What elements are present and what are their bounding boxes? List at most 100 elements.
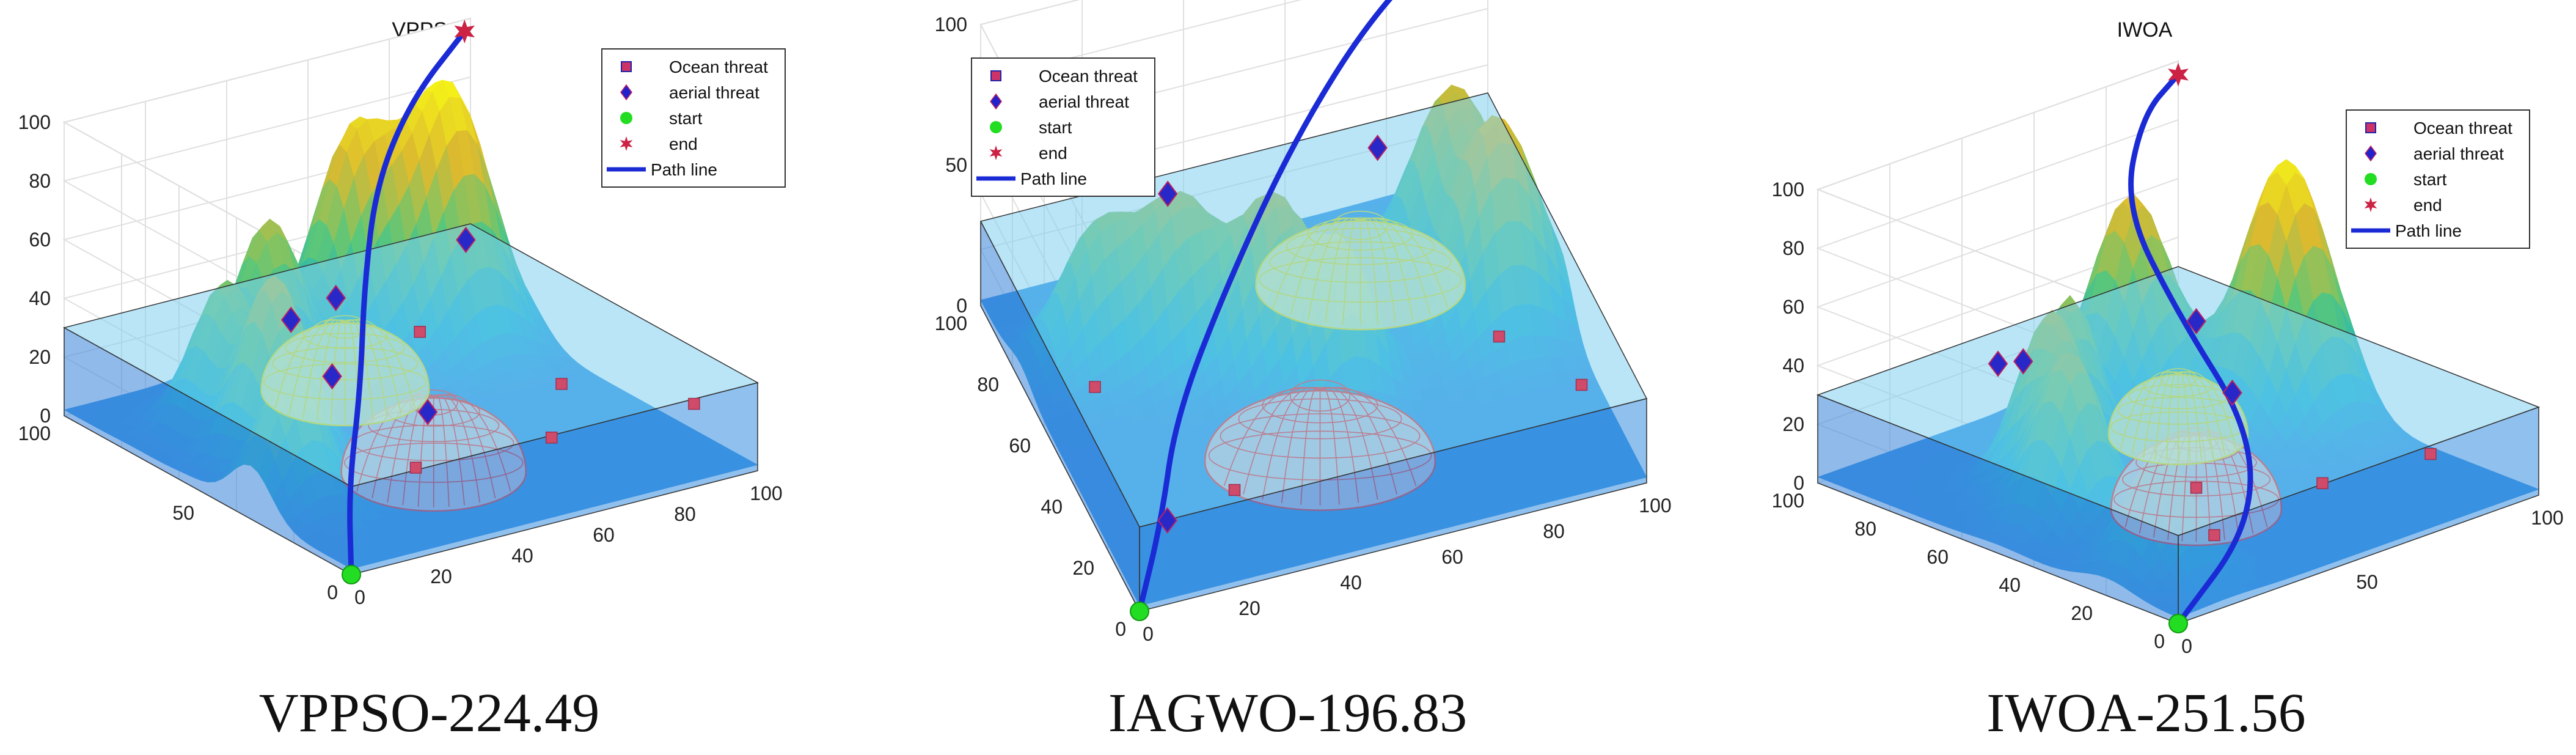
z-tick-label: 50 <box>945 154 967 176</box>
x-tick-label: 20 <box>430 565 452 587</box>
ocean-threat-legend-icon <box>990 70 1001 81</box>
x-tick-label: 50 <box>2356 571 2378 593</box>
z-tick-label: 80 <box>1782 237 1804 259</box>
ocean-threat-marker <box>2424 447 2437 460</box>
ocean-threat-marker <box>2316 477 2329 490</box>
start-legend-icon <box>2365 173 2377 185</box>
end-marker <box>2168 62 2189 87</box>
y-tick-label: 0 <box>327 581 338 603</box>
water-side <box>980 221 1140 612</box>
x-tick-label: 80 <box>674 503 696 525</box>
z-tick-label: 80 <box>29 170 51 192</box>
legend-label: Path line <box>2395 221 2462 240</box>
y-tick-label: 50 <box>172 502 194 524</box>
y-tick-label: 100 <box>935 312 967 334</box>
z-tick-label: 20 <box>1782 413 1804 435</box>
legend: Ocean threat aerial threat start end Path li… <box>2346 109 2530 249</box>
aerial-threat-legend-icon <box>990 93 1002 110</box>
start-marker <box>2168 614 2188 633</box>
y-tick-label: 20 <box>2071 602 2093 624</box>
aerial-threat-marker <box>2222 379 2242 407</box>
start-marker <box>1130 602 1149 621</box>
x-tick-label: 100 <box>2531 507 2563 529</box>
legend-label: Path line <box>651 160 717 179</box>
start-legend-icon <box>620 112 632 124</box>
path-line <box>347 29 467 578</box>
x-tick-label: 100 <box>750 482 782 504</box>
panel-iwoa: IWOA 0 20 40 60 80 100 0 50 100 0 20 40 60 80 100 Ocean … <box>1717 0 2575 755</box>
ocean-threat-marker <box>1575 378 1588 391</box>
ocean-threat-legend-icon <box>621 61 632 72</box>
end-marker <box>454 20 475 43</box>
aerial-threat-marker <box>1367 134 1388 161</box>
y-tick-label: 100 <box>18 422 51 444</box>
ocean-threat-marker <box>1228 484 1241 496</box>
ocean-threat-legend-icon <box>2365 122 2376 133</box>
panel-vppso: VPPSO020406080100020406080100050100Ocean… <box>0 0 858 755</box>
y-tick-label: 60 <box>1009 435 1031 457</box>
y-tick-label: 80 <box>1854 518 1876 540</box>
legend-label: aerial threat <box>1039 92 1129 111</box>
aerial-threat-legend-icon <box>620 84 632 101</box>
y-tick-label: 20 <box>1072 557 1094 579</box>
aerial-threat-marker <box>1157 507 1177 534</box>
legend-label: Ocean threat <box>669 57 768 76</box>
legend-label: end <box>669 134 698 153</box>
x-tick-label: 0 <box>354 586 365 608</box>
ocean-threat-marker <box>1493 330 1506 343</box>
legend-label: Ocean threat <box>2413 119 2512 138</box>
chart-title: IWOA <box>2117 18 2173 42</box>
ocean-threat-marker <box>688 397 700 410</box>
z-tick-label: 100 <box>18 111 51 133</box>
end-legend-icon <box>989 145 1003 160</box>
panel-iagwo: IAGWO050100020406080100020406080100Ocean… <box>858 0 1717 755</box>
chart-iwoa: IWOA020406080100050100020406080100Ocean … <box>1772 18 2564 657</box>
x-tick-label: 20 <box>1239 597 1261 619</box>
z-tick-label: 100 <box>935 13 967 35</box>
aerial-threat-marker <box>1157 180 1178 207</box>
z-tick-label: 0 <box>1793 472 1804 494</box>
legend-label: start <box>1039 118 1072 137</box>
chart-iagwo: IAGWO050100020406080100020406080100Ocean… <box>935 0 1672 645</box>
chart-vppso: VPPSO020406080100020406080100050100Ocean… <box>18 17 786 608</box>
legend-label: start <box>669 109 703 128</box>
y-tick-label: 40 <box>1041 496 1063 518</box>
caption-iagwo: IAGWO-196.83 <box>1108 683 1468 743</box>
aerial-threat-marker <box>1988 350 2008 377</box>
start-marker <box>342 565 361 584</box>
aerial-threat-legend-icon <box>2365 145 2377 162</box>
x-tick-label: 60 <box>1441 546 1463 568</box>
water-box <box>1816 266 2541 625</box>
legend-label: aerial threat <box>669 83 759 102</box>
z-tick-label: 60 <box>29 229 51 251</box>
x-tick-label: 80 <box>1543 520 1565 542</box>
x-tick-label: 0 <box>2181 635 2192 657</box>
ocean-threat-marker <box>1089 381 1101 393</box>
aerial-threat-marker <box>280 306 301 333</box>
water-box <box>979 92 1648 612</box>
aerial-threat-marker <box>2186 308 2206 335</box>
x-tick-label: 0 <box>1143 623 1154 645</box>
legend-label: aerial threat <box>2413 144 2504 163</box>
z-tick-label: 0 <box>40 405 51 427</box>
y-tick-label: 80 <box>977 374 999 396</box>
legend-label: end <box>1039 144 1067 163</box>
x-tick-label: 100 <box>1639 495 1671 517</box>
aerial-threat-marker <box>456 226 476 254</box>
caption-iwoa: IWOA-251.56 <box>1986 683 2306 743</box>
y-tick-label: 0 <box>2154 630 2165 652</box>
ocean-threat-marker <box>2208 529 2220 542</box>
aerial-threat-marker <box>322 363 342 390</box>
ocean-threat-marker <box>2190 482 2203 494</box>
y-tick-label: 100 <box>1772 490 1804 512</box>
aerial-threat-marker <box>326 284 346 312</box>
legend-label: Path line <box>1020 169 1087 188</box>
water-box <box>62 223 759 576</box>
y-tick-label: 60 <box>1927 546 1948 568</box>
z-tick-label: 100 <box>1772 179 1804 201</box>
z-tick-label: 60 <box>1782 296 1804 318</box>
ocean-threat-marker <box>545 432 558 444</box>
z-tick-label: 40 <box>29 287 51 309</box>
aerial-threat-marker <box>417 399 438 425</box>
legend-label: Ocean threat <box>1039 67 1138 86</box>
